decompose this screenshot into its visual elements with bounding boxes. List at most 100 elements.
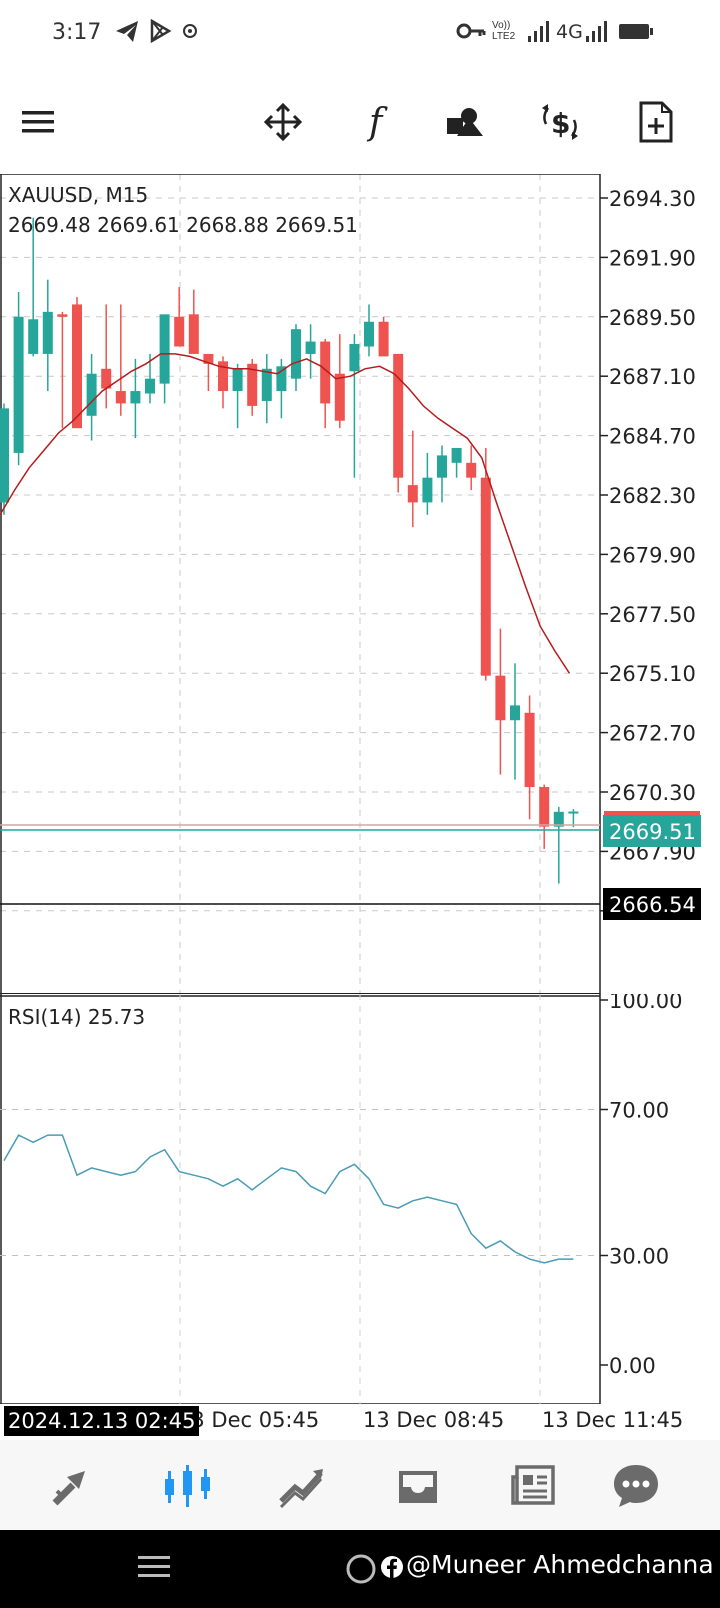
candle xyxy=(42,279,53,392)
price-tick-label: 2689.50 xyxy=(609,306,696,330)
candle xyxy=(101,304,112,409)
ohlc-label: 2669.48 2669.61 2668.88 2669.51 xyxy=(8,213,358,237)
trade-button[interactable]: $ xyxy=(532,94,588,150)
candle xyxy=(72,297,82,429)
bid-price-badge: 2669.51 xyxy=(603,815,701,847)
price-chart[interactable]: 2694.30 2691.90 2689.50 2687.10 2684.70 2682.… xyxy=(0,174,720,994)
indicators-button[interactable]: f xyxy=(352,94,408,150)
time-label-3: 13 Dec 11:45 xyxy=(542,1408,684,1432)
chart-icon xyxy=(165,1465,210,1507)
price-tick-label: 2687.10 xyxy=(609,365,696,389)
price-tick-label: 2684.70 xyxy=(609,425,696,449)
candle xyxy=(57,311,68,429)
candle xyxy=(159,314,170,404)
candle xyxy=(451,447,462,478)
status-bar: 3:17 Vo)) LTE2 4G xyxy=(0,0,720,70)
candle xyxy=(495,628,506,775)
candle xyxy=(334,334,345,429)
rsi-tick-label: 30.00 xyxy=(609,1245,669,1269)
svg-text:$: $ xyxy=(551,107,570,140)
candle xyxy=(145,353,155,404)
trade-icon: $ xyxy=(542,104,578,140)
bid-price-label: 2669.51 xyxy=(609,820,696,844)
objects-icon xyxy=(447,108,483,136)
nav-news[interactable] xyxy=(502,1456,562,1516)
watermark-text: @Muneer Ahmedchanna xyxy=(406,1550,714,1579)
home-icon[interactable] xyxy=(344,1552,378,1586)
news-icon xyxy=(511,1465,555,1505)
svg-text:f: f xyxy=(366,102,388,142)
current-time-badge: 2024.12.13 02:45 xyxy=(4,1406,200,1436)
candle xyxy=(203,353,214,392)
signal-icon xyxy=(528,21,549,42)
4g-label: 4G xyxy=(556,21,583,43)
price-tick-label: 2682.30 xyxy=(609,484,696,508)
candle xyxy=(407,430,418,528)
crosshair-icon xyxy=(263,102,303,142)
candle xyxy=(0,403,9,515)
rsi-tick-label: 0.00 xyxy=(609,1354,656,1378)
messages-icon xyxy=(614,1465,658,1507)
candle xyxy=(13,292,24,466)
quotes-icon xyxy=(52,1471,85,1506)
crosshair-price-label: 2666.54 xyxy=(609,893,696,917)
nav-chart[interactable] xyxy=(158,1456,218,1516)
battery-icon xyxy=(619,24,653,39)
key-icon xyxy=(456,23,486,39)
candle xyxy=(218,356,228,409)
candle xyxy=(466,445,477,491)
price-tick-label: 2694.30 xyxy=(609,187,696,211)
telegram-icon xyxy=(116,21,138,42)
time-label-2: 13 Dec 08:45 xyxy=(363,1408,505,1432)
nav-messages[interactable] xyxy=(606,1456,666,1516)
rsi-tick-label: 100.00 xyxy=(609,994,682,1013)
candle xyxy=(480,447,491,681)
bottom-navigation xyxy=(0,1440,720,1530)
nav-quotes[interactable] xyxy=(42,1456,102,1516)
history-icon xyxy=(399,1471,437,1503)
objects-button[interactable] xyxy=(437,94,493,150)
candle xyxy=(188,289,199,354)
candle xyxy=(364,304,374,357)
moving-average-line xyxy=(0,353,571,674)
candle xyxy=(261,353,272,424)
candle xyxy=(232,363,243,429)
indicators-icon: f xyxy=(366,102,388,142)
time-label-1: 13 Dec 05:45 xyxy=(178,1408,320,1432)
crosshair-price-badge: 2666.54 xyxy=(603,888,701,920)
volte-label: Vo)) LTE2 xyxy=(492,20,516,42)
rsi-line xyxy=(3,1134,574,1264)
recents-icon[interactable] xyxy=(136,1552,172,1582)
rsi-grid xyxy=(0,994,600,1404)
candle xyxy=(349,334,360,478)
time-axis: 13 Dec 05:45 13 Dec 08:45 13 Dec 11:45 2… xyxy=(0,1404,720,1440)
menu-button[interactable] xyxy=(10,94,66,150)
candle xyxy=(553,806,564,884)
candle xyxy=(539,784,550,849)
candle xyxy=(174,287,185,347)
candle xyxy=(115,304,126,416)
rsi-axis: 100.00 70.00 30.00 0.00 xyxy=(600,994,682,1378)
candle xyxy=(378,316,389,357)
new-order-button[interactable] xyxy=(628,94,684,150)
crosshair-button[interactable] xyxy=(255,94,311,150)
candle xyxy=(320,339,331,429)
candle xyxy=(86,353,97,441)
settings-icon xyxy=(183,24,197,38)
price-tick-label: 2672.70 xyxy=(609,722,696,746)
candle xyxy=(276,358,287,419)
new-order-icon xyxy=(639,101,673,143)
trade-chart-icon xyxy=(279,1469,323,1509)
candle xyxy=(130,358,141,439)
status-time: 3:17 xyxy=(52,20,102,45)
price-tick-label: 2677.50 xyxy=(609,603,696,627)
rsi-chart[interactable]: 100.00 70.00 30.00 0.00 RSI(14) 25.73 xyxy=(0,994,720,1404)
price-tick-label: 2670.30 xyxy=(609,781,696,805)
candles xyxy=(0,217,579,884)
ask-marker xyxy=(604,811,700,815)
play-store-icon xyxy=(150,18,172,44)
candle xyxy=(422,452,433,515)
nav-trade[interactable] xyxy=(272,1456,332,1516)
rsi-title: RSI(14) 25.73 xyxy=(8,1005,145,1029)
nav-history[interactable] xyxy=(388,1456,448,1516)
